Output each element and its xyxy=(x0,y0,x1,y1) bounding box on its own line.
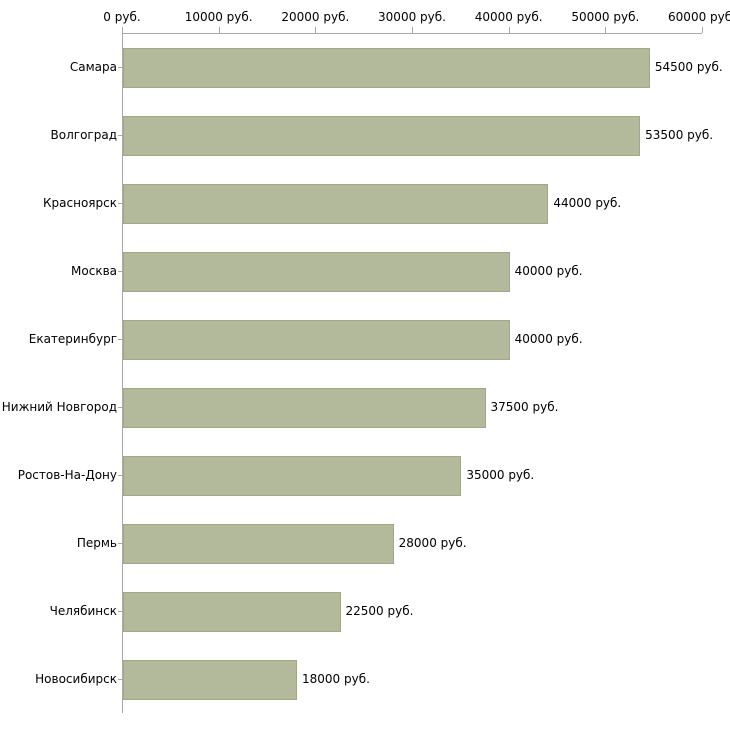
value-label: 37500 руб. xyxy=(490,400,559,414)
category-label: Нижний Новгород xyxy=(1,400,117,414)
category-label: Ростов-На-Дону xyxy=(17,468,117,482)
y-axis-tick-mark xyxy=(118,679,122,680)
value-label: 54500 руб. xyxy=(654,60,723,74)
bar xyxy=(123,48,650,88)
category-label: Пермь xyxy=(76,536,117,550)
x-axis-tick-mark xyxy=(315,27,317,33)
y-axis-tick-mark xyxy=(118,67,122,68)
y-axis-tick-mark xyxy=(118,271,122,272)
x-axis-tick-label: 50000 руб. xyxy=(571,10,640,24)
value-label: 44000 руб. xyxy=(553,196,622,210)
value-label: 22500 руб. xyxy=(345,604,414,618)
category-label: Екатеринбург xyxy=(28,332,117,346)
bar xyxy=(123,320,510,360)
x-axis-tick-mark xyxy=(412,27,413,33)
x-axis-tick-label: 40000 руб. xyxy=(474,10,543,24)
y-axis-tick-mark xyxy=(118,203,122,204)
value-label: 40000 руб. xyxy=(514,264,583,278)
value-label: 18000 руб. xyxy=(302,672,370,686)
x-axis-tick-mark xyxy=(122,27,123,33)
y-axis-tick-mark xyxy=(118,611,122,612)
bar xyxy=(123,660,297,700)
bar xyxy=(123,388,486,428)
y-axis-tick-mark xyxy=(118,135,122,136)
x-axis-tick-label: 20000 руб. xyxy=(281,10,350,24)
bar xyxy=(123,184,549,224)
x-axis-tick-mark xyxy=(508,27,510,33)
category-label: Красноярск xyxy=(43,196,117,210)
x-axis-tick-label: 60000 руб. xyxy=(668,10,730,24)
category-label: Челябинск xyxy=(49,604,117,618)
y-axis-tick-mark xyxy=(118,543,122,544)
value-label: 35000 руб. xyxy=(466,468,535,482)
x-axis-tick-label: 0 руб. xyxy=(103,10,141,24)
category-label: Москва xyxy=(71,264,117,278)
value-label: 53500 руб. xyxy=(645,128,714,142)
category-label: Волгоград xyxy=(50,128,117,142)
plot-area xyxy=(122,33,702,713)
x-axis-tick-label: 10000 руб. xyxy=(184,10,253,24)
x-axis-tick-mark xyxy=(605,27,607,33)
value-label: 28000 руб. xyxy=(398,536,467,550)
category-label: Новосибирск xyxy=(35,672,117,686)
bar xyxy=(123,456,462,496)
x-axis-tick-mark xyxy=(218,27,220,33)
y-axis-tick-mark xyxy=(118,339,122,340)
bar xyxy=(123,116,641,156)
y-axis-tick-mark xyxy=(118,475,122,476)
bar xyxy=(123,252,510,292)
bar xyxy=(123,592,341,632)
y-axis-tick-mark xyxy=(118,407,122,408)
value-label: 40000 руб. xyxy=(514,332,583,346)
x-axis-tick-label: 30000 руб. xyxy=(378,10,446,24)
bar xyxy=(123,524,394,564)
category-label: Самара xyxy=(69,60,117,74)
x-axis-tick-mark xyxy=(702,27,703,33)
